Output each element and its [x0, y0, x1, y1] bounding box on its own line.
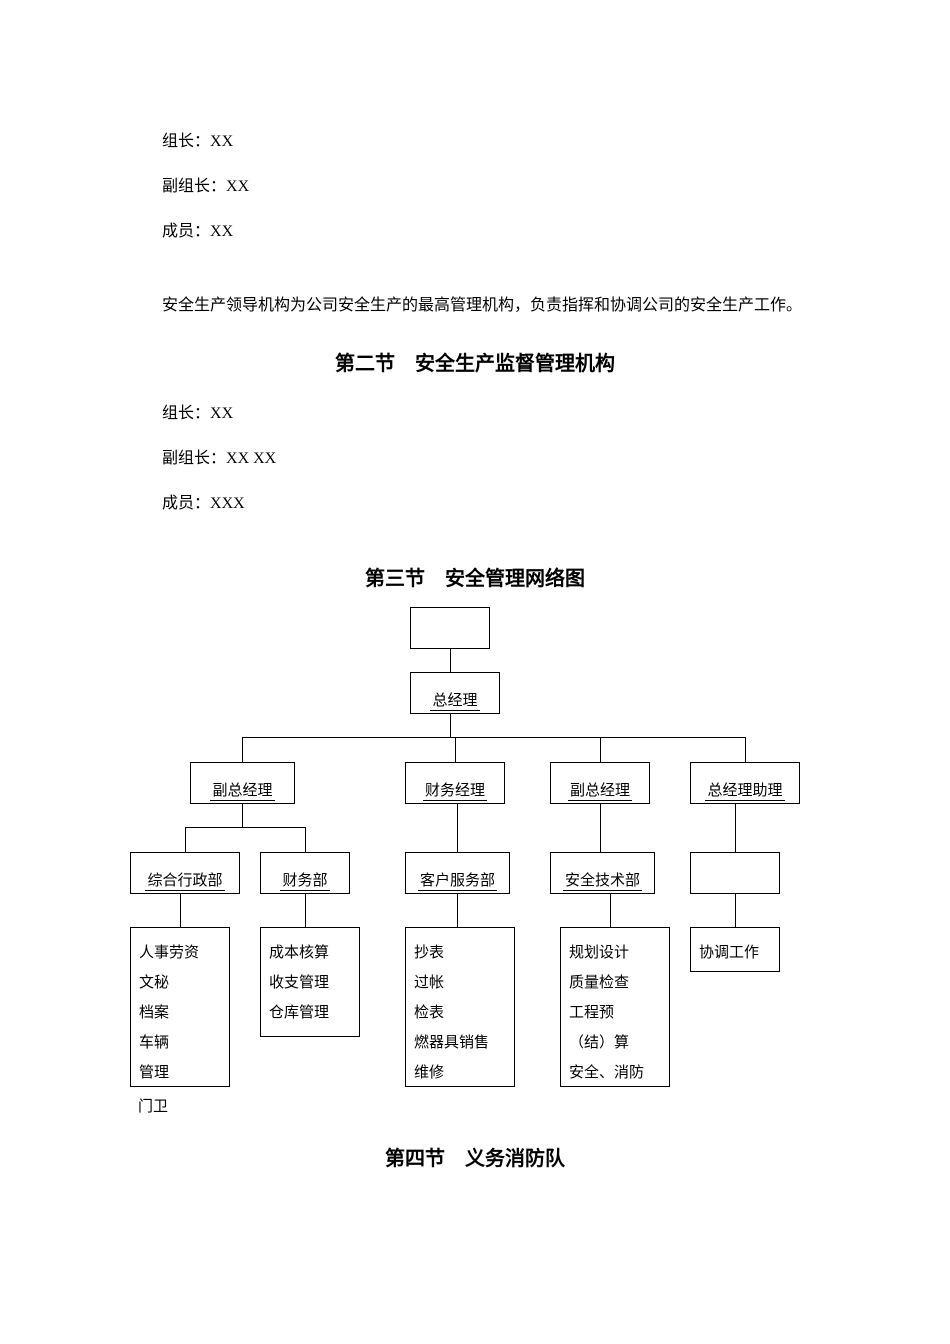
section2-deputy: 副组长：XX XX: [130, 437, 820, 482]
chart-connector: [610, 894, 611, 927]
chart-leaf-line: 质量检查: [569, 968, 661, 998]
chart-node-n_gma: 总经理助理: [690, 762, 800, 804]
section1-deputy: 副组长：XX: [130, 165, 820, 210]
chart-connector: [455, 737, 456, 762]
chart-node-n_vgm1: 副总经理: [190, 762, 295, 804]
chart-leaf-line: 过帐: [414, 968, 506, 998]
chart-connector: [305, 827, 306, 852]
chart-below-text: 门卫: [138, 1095, 168, 1116]
chart-connector: [450, 714, 451, 737]
chart-leaf-line: 规划设计: [569, 938, 661, 968]
chart-node-label: 总经理助理: [705, 779, 784, 801]
chart-connector: [457, 804, 458, 852]
chart-node-n_fin_mgr: 财务经理: [405, 762, 505, 804]
chart-leaf-l_admin: 人事劳资文秘档案车辆管理: [130, 927, 230, 1087]
section4-title: 第四节 义务消防队: [130, 1142, 820, 1171]
chart-node-label: 客户服务部: [418, 869, 497, 891]
org-chart: 总经理副总经理 财务经理 副总经理 总经理助理综合行政部 财务部 客户服务部 安全技术部人事…: [130, 607, 830, 1137]
chart-leaf-line: 安全、消防: [569, 1058, 661, 1088]
section2-title: 第二节 安全生产监督管理机构: [130, 347, 820, 376]
chart-leaf-line: 车辆: [139, 1028, 221, 1058]
chart-connector: [242, 804, 243, 827]
leader-label: 组长：: [162, 133, 210, 150]
chart-node-n_cust: 客户服务部: [405, 852, 510, 894]
member-value: XXX: [210, 495, 245, 512]
chart-connector: [600, 804, 601, 852]
chart-node-label: 副总经理: [210, 779, 274, 801]
chart-node-label: 副总经理: [568, 779, 632, 801]
chart-node-label: 财务部: [280, 869, 329, 891]
leader-value: XX: [210, 405, 233, 422]
chart-node-label: 安全技术部: [563, 869, 642, 891]
section1-paragraph: 安全生产领导机构为公司安全生产的最高管理机构，负责指挥和协调公司的安全生产工作。: [130, 284, 820, 329]
chart-connector: [745, 737, 746, 762]
chart-leaf-line: 仓库管理: [269, 998, 351, 1028]
leader-label: 组长：: [162, 405, 210, 422]
chart-leaf-line: 人事劳资: [139, 938, 221, 968]
member-value: XX: [210, 223, 233, 240]
section2-leader: 组长：XX: [130, 392, 820, 437]
chart-node-n_top: [410, 607, 490, 649]
chart-connector: [305, 894, 306, 927]
chart-leaf-line: 成本核算: [269, 938, 351, 968]
chart-node-label: 总经理: [430, 689, 479, 711]
chart-leaf-line: 协调工作: [699, 938, 771, 968]
member-label: 成员：: [162, 223, 210, 240]
chart-leaf-l_safe: 规划设计质量检查工程预（结）算安全、消防: [560, 927, 670, 1087]
chart-leaf-line: 抄表: [414, 938, 506, 968]
member-label: 成员：: [162, 495, 210, 512]
chart-leaf-line: （结）算: [569, 1028, 661, 1058]
chart-connector: [242, 737, 243, 762]
chart-node-n_gm: 总经理: [410, 672, 500, 714]
deputy-label: 副组长：: [162, 450, 226, 467]
chart-connector: [185, 827, 186, 852]
chart-leaf-line: 维修: [414, 1058, 506, 1088]
chart-connector: [450, 649, 451, 672]
chart-node-label: 财务经理: [423, 779, 487, 801]
chart-connector: [180, 894, 181, 927]
chart-leaf-line: 收支管理: [269, 968, 351, 998]
section1-leader: 组长：XX: [130, 120, 820, 165]
chart-leaf-l_fin: 成本核算收支管理仓库管理: [260, 927, 360, 1037]
deputy-value: XX: [226, 178, 249, 195]
chart-node-n_box5: [690, 852, 780, 894]
chart-connector: [735, 894, 736, 927]
chart-node-n_vgm2: 副总经理: [550, 762, 650, 804]
chart-node-label: 综合行政部: [145, 869, 224, 891]
chart-node-n_safe: 安全技术部: [550, 852, 655, 894]
chart-connector: [600, 737, 601, 762]
chart-leaf-line: 燃器具销售: [414, 1028, 506, 1058]
chart-leaf-line: 档案: [139, 998, 221, 1028]
chart-leaf-l_cust: 抄表过帐检表燃器具销售维修: [405, 927, 515, 1087]
deputy-label: 副组长：: [162, 178, 226, 195]
leader-value: XX: [210, 133, 233, 150]
chart-connector: [457, 894, 458, 927]
chart-leaf-line: 管理: [139, 1058, 221, 1088]
chart-leaf-line: 工程预: [569, 998, 661, 1028]
section1-member: 成员：XX: [130, 210, 820, 255]
section2-member: 成员：XXX: [130, 482, 820, 527]
chart-leaf-line: 文秘: [139, 968, 221, 998]
chart-leaf-l_coord: 协调工作: [690, 927, 780, 972]
chart-connector: [185, 827, 305, 828]
section3-title: 第三节 安全管理网络图: [130, 562, 820, 591]
chart-node-n_fin: 财务部: [260, 852, 350, 894]
chart-leaf-line: 检表: [414, 998, 506, 1028]
chart-connector: [735, 804, 736, 852]
chart-connector: [242, 737, 745, 738]
deputy-value: XX XX: [226, 450, 276, 467]
chart-node-n_admin: 综合行政部: [130, 852, 240, 894]
